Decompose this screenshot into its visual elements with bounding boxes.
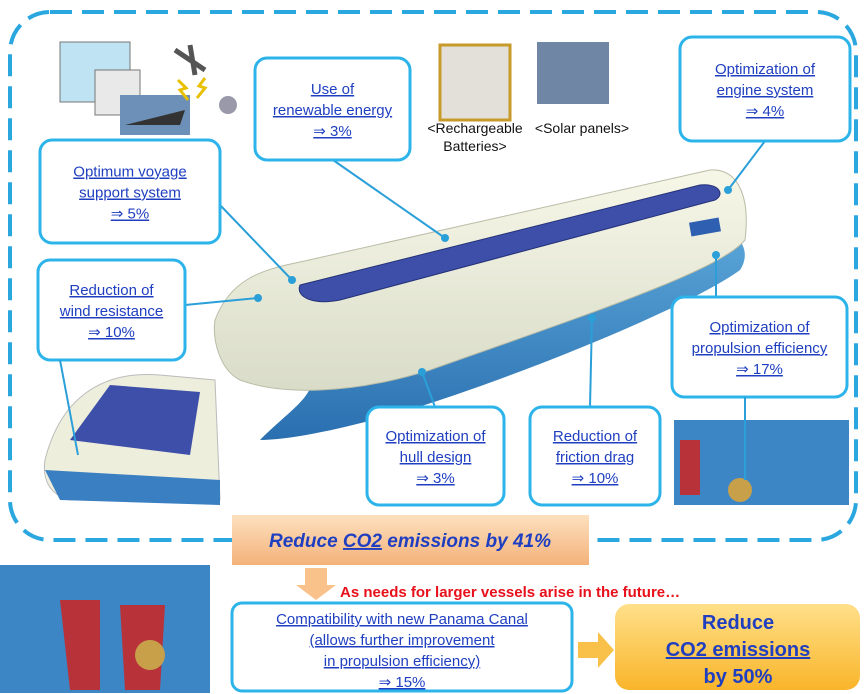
summary-after: emissions by 41% (387, 531, 551, 552)
final-text: Reduce (702, 612, 774, 634)
callout-text: ⇒ 5% (111, 206, 149, 223)
connector-dot (712, 251, 720, 259)
panama-text: (allows further improvement (309, 632, 495, 649)
callout-text: wind resistance (59, 303, 163, 320)
callout-text: ⇒ 3% (416, 470, 454, 487)
connector-dot (418, 368, 426, 376)
summary: Reduce CO2 emissions by 41% (269, 531, 551, 552)
connector-dot (441, 234, 449, 242)
callout-text: hull design (400, 449, 472, 466)
ship (214, 170, 746, 440)
arrow-down (296, 568, 336, 600)
panama-text: Compatibility with new Panama Canal (276, 611, 528, 628)
connector (333, 160, 445, 238)
callout-text: Optimization of (715, 61, 816, 78)
callout-text: friction drag (556, 449, 634, 466)
future-note: As needs for larger vessels arise in the… (340, 584, 680, 601)
callout-text: Reduction of (69, 282, 154, 299)
summary-before: Reduce (269, 531, 338, 552)
callout-text: ⇒ 10% (572, 470, 619, 487)
diagram: <Rechargeable Batteries> <Solar panels> Us… (0, 0, 864, 694)
connector-dot (288, 276, 296, 284)
callout-text: support system (79, 185, 181, 202)
callout-text: renewable energy (273, 102, 393, 119)
callout-text: ⇒ 3% (313, 123, 351, 140)
connector (728, 141, 765, 190)
connector-dot (254, 294, 262, 302)
image-label: <Rechargeable (427, 120, 523, 136)
connector (220, 205, 292, 280)
arrow-right (578, 632, 614, 668)
image-label: <Solar panels> (535, 120, 629, 136)
callout-text: ⇒ 4% (746, 103, 784, 120)
callout-text: Reduction of (553, 428, 638, 445)
callout-text: ⇒ 10% (88, 324, 135, 341)
callout-text: Optimization of (709, 319, 810, 336)
connector-dot (724, 186, 732, 194)
panama-text: in propulsion efficiency) (324, 653, 480, 670)
callout-text: propulsion efficiency (692, 340, 828, 357)
callout-text: engine system (717, 82, 814, 99)
summary-co2: CO2 (343, 531, 383, 552)
callout-text: Use of (311, 81, 355, 98)
callout-text: ⇒ 17% (736, 361, 783, 378)
connector-dot (588, 314, 596, 322)
final-text: CO2 emissions (666, 639, 811, 661)
final-text: by 50% (704, 666, 773, 688)
image-label: Batteries> (443, 138, 506, 154)
callout-text: Optimization of (385, 428, 486, 445)
panama-text: ⇒ 15% (379, 674, 426, 691)
callout-text: Optimum voyage (73, 164, 186, 181)
